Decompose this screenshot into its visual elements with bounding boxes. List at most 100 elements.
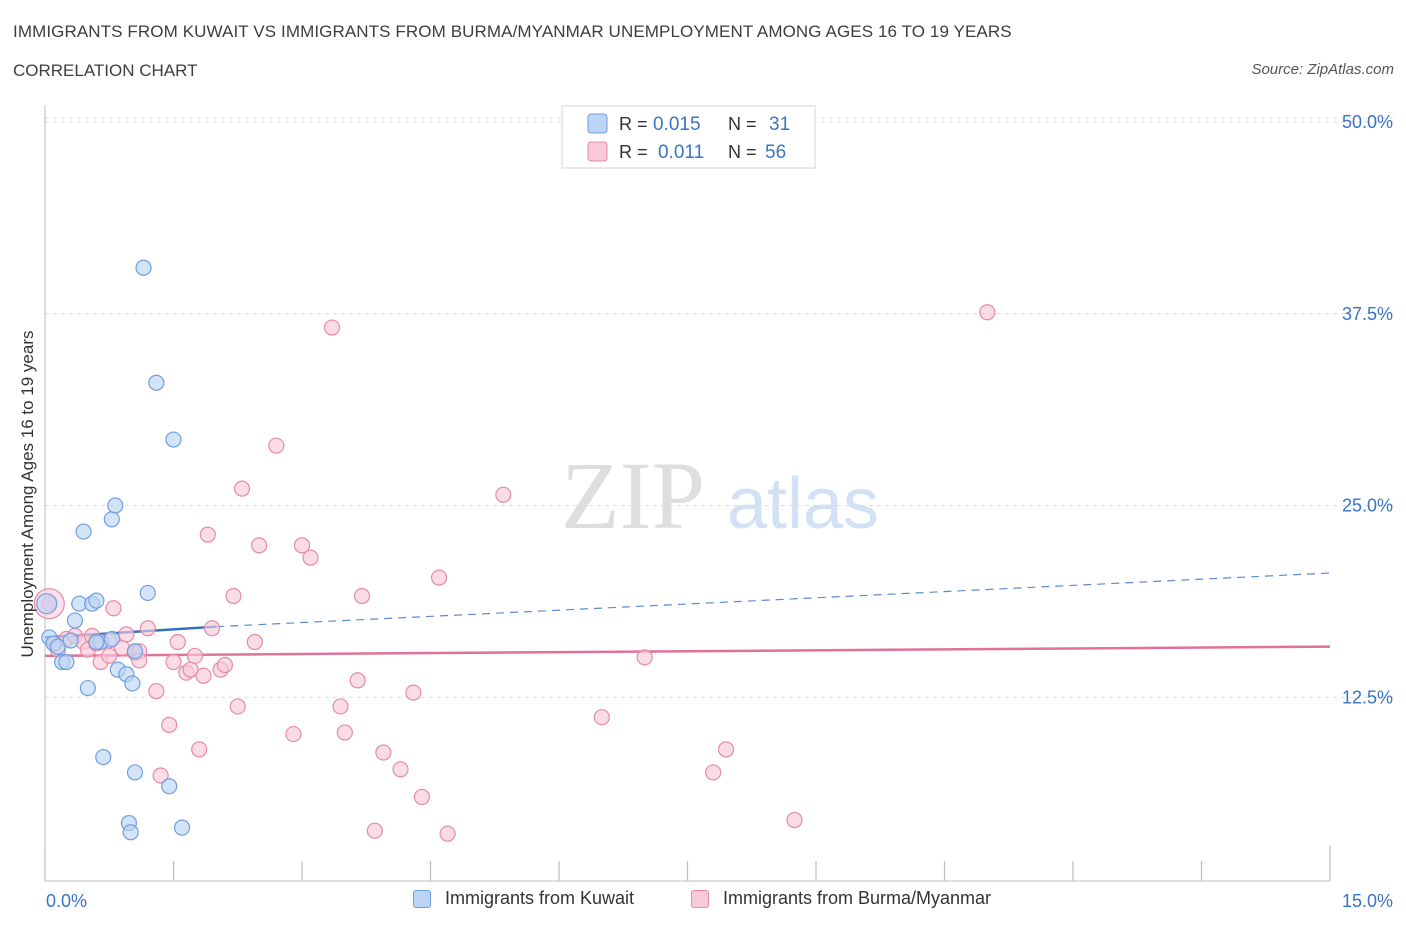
burma-point bbox=[233, 480, 251, 497]
stats-r-value-kuwait: 0.015 bbox=[653, 114, 701, 135]
legend-label-kuwait: Immigrants from Kuwait bbox=[445, 888, 635, 908]
stats-n-value-kuwait: 31 bbox=[769, 114, 790, 135]
kuwait-point bbox=[103, 630, 120, 648]
kuwait-point bbox=[107, 497, 124, 514]
kuwait-point bbox=[126, 764, 144, 781]
legend-item-burma: Immigrants from Burma/Myanmar bbox=[691, 888, 991, 909]
y-tick-label: 12.5% bbox=[1342, 687, 1393, 707]
burma-point bbox=[293, 537, 311, 554]
stats-legend-swatch-kuwait bbox=[587, 113, 608, 134]
watermark-atlas: atlas bbox=[727, 464, 879, 544]
kuwait-point bbox=[103, 511, 120, 528]
burma-point bbox=[118, 626, 135, 643]
stats-n-label-burma: N = bbox=[728, 142, 757, 162]
burma-point bbox=[229, 698, 246, 715]
stats-r-label-kuwait: R = bbox=[619, 114, 648, 134]
chart-title: IMMIGRANTS FROM KUWAIT VS IMMIGRANTS FRO… bbox=[13, 22, 1012, 41]
stats-n-label-kuwait: N = bbox=[728, 114, 757, 134]
burma-point bbox=[336, 724, 353, 741]
burma-point bbox=[186, 647, 204, 664]
burma-point bbox=[216, 656, 233, 674]
burma-point bbox=[439, 825, 456, 842]
burma-point bbox=[323, 319, 341, 336]
burma-point bbox=[191, 741, 208, 758]
kuwait-point bbox=[88, 592, 105, 609]
trend-layer bbox=[44, 572, 1331, 658]
y-axis-label: Unemployment Among Ages 16 to 19 years bbox=[18, 330, 37, 658]
stats-legend: R = 0.015 N = 31 R = 0.011 N = 56 bbox=[561, 105, 816, 169]
kuwait-trend-extension bbox=[216, 572, 1331, 628]
kuwait-point bbox=[148, 374, 165, 391]
stats-n-value-burma: 56 bbox=[765, 142, 786, 163]
legend-swatch-burma bbox=[691, 889, 709, 908]
burma-point bbox=[285, 725, 302, 743]
burma-point bbox=[349, 672, 366, 689]
bottom-legend: Immigrants from Kuwait Immigrants from B… bbox=[0, 888, 1406, 916]
legend-item-kuwait: Immigrants from Kuwait bbox=[413, 888, 634, 909]
burma-point bbox=[152, 767, 169, 784]
burma-point bbox=[717, 741, 735, 758]
kuwait-point bbox=[62, 632, 79, 649]
x-tick-label: 0.0% bbox=[46, 891, 87, 911]
kuwait-point bbox=[173, 819, 191, 836]
kuwait-point bbox=[161, 778, 178, 795]
legend-swatch-kuwait bbox=[413, 889, 431, 908]
burma-point bbox=[302, 549, 319, 566]
burma-point bbox=[199, 526, 216, 543]
burma-point bbox=[786, 811, 803, 829]
burma-point bbox=[165, 653, 182, 671]
burma-point bbox=[105, 600, 122, 617]
burma-point bbox=[430, 569, 448, 586]
chart-subtitle: CORRELATION CHART bbox=[13, 61, 198, 80]
burma-point bbox=[593, 709, 610, 726]
burma-point bbox=[979, 304, 996, 321]
chart-source: Source: ZipAtlas.com bbox=[1251, 61, 1394, 78]
kuwait-point bbox=[66, 612, 84, 629]
burma-point bbox=[251, 537, 268, 554]
kuwait-point bbox=[126, 643, 144, 660]
y-tick-label: 37.5% bbox=[1342, 304, 1393, 324]
burma-point bbox=[246, 633, 263, 651]
burma-point bbox=[161, 716, 178, 733]
burma-point bbox=[203, 620, 221, 637]
burma-point bbox=[405, 684, 422, 701]
kuwait-point bbox=[49, 638, 66, 655]
kuwait-point bbox=[88, 633, 105, 651]
kuwait-point bbox=[139, 584, 156, 602]
burma-point bbox=[332, 698, 349, 715]
burma-point bbox=[705, 764, 722, 781]
y-tick-label: 50.0% bbox=[1342, 112, 1393, 132]
burma-point bbox=[636, 649, 653, 666]
y-tick-label: 25.0% bbox=[1342, 496, 1393, 516]
kuwait-point bbox=[165, 431, 182, 448]
burma-point bbox=[268, 437, 285, 454]
x-tick-label: 15.0% bbox=[1342, 891, 1393, 911]
watermark: ZIP atlas bbox=[561, 442, 879, 549]
burma-point bbox=[139, 620, 156, 637]
stats-r-label-burma: R = bbox=[619, 142, 648, 162]
kuwait-point bbox=[124, 675, 141, 692]
axes-layer bbox=[44, 105, 1331, 882]
kuwait-point bbox=[36, 593, 58, 615]
burma-trend-line bbox=[44, 645, 1331, 658]
kuwait-point bbox=[58, 653, 75, 671]
burma-point bbox=[148, 683, 165, 700]
stats-r-value-burma: 0.011 bbox=[658, 142, 704, 163]
kuwait-point bbox=[75, 523, 92, 540]
burma-point bbox=[495, 486, 512, 503]
kuwait-point bbox=[79, 679, 96, 697]
kuwait-point bbox=[122, 824, 139, 841]
stats-legend-swatch-burma bbox=[587, 141, 608, 162]
burma-point bbox=[413, 788, 431, 806]
burma-point bbox=[169, 633, 186, 651]
burma-point bbox=[375, 744, 392, 761]
legend-label-burma: Immigrants from Burma/Myanmar bbox=[723, 888, 992, 908]
burma-point bbox=[225, 587, 242, 605]
burma-point bbox=[195, 667, 212, 684]
watermark-zip: ZIP bbox=[561, 442, 705, 549]
tick-label-layer: 12.5% 25.0% 37.5% 50.0% 0.0% 15.0% bbox=[46, 112, 1393, 911]
burma-point bbox=[366, 822, 383, 839]
burma-point bbox=[353, 587, 371, 605]
kuwait-point bbox=[135, 259, 152, 276]
